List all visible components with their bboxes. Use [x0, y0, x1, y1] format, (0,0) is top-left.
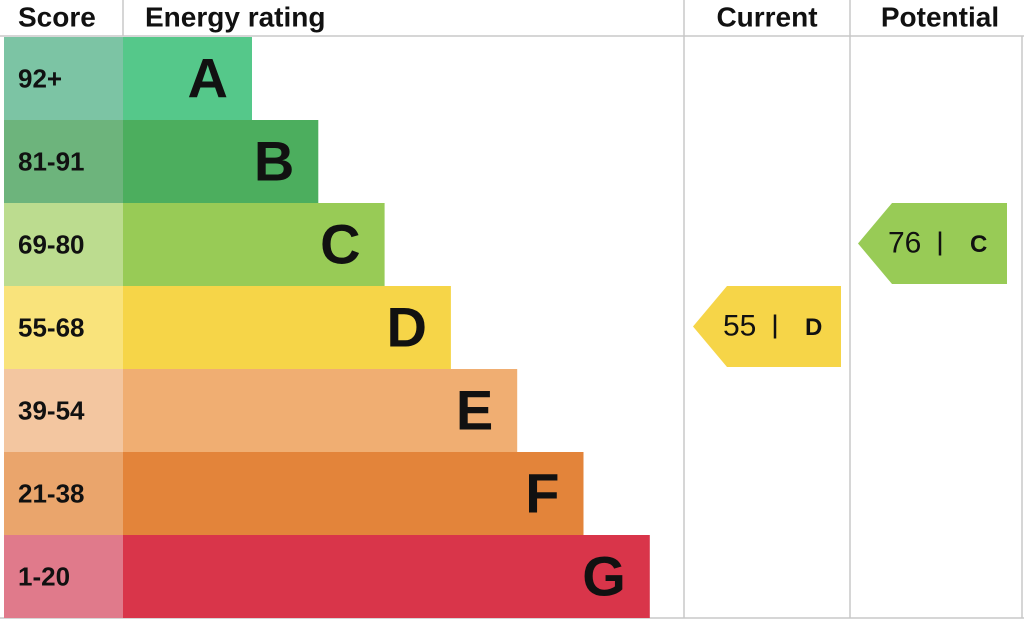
rating-letter: D [805, 314, 822, 341]
rating-letter: C [970, 231, 987, 258]
score-range: 81-91 [18, 146, 85, 176]
rating-bar [123, 120, 319, 203]
header: Potential [881, 1, 999, 32]
band-letter: D [386, 295, 426, 358]
band-letter: B [254, 129, 294, 192]
rating-value: 76 [888, 226, 921, 259]
score-range: 1-20 [18, 561, 70, 591]
score-range: 39-54 [18, 395, 85, 425]
score-cell [4, 452, 123, 535]
score-range: 69-80 [18, 229, 85, 259]
rating-bar [123, 452, 584, 535]
rating-arrow [693, 286, 841, 367]
score-cell [4, 120, 123, 203]
band-letter: A [188, 46, 228, 109]
rating-bar [123, 37, 252, 120]
band-letter: G [582, 544, 626, 607]
score-cell [4, 535, 123, 618]
header: Current [716, 1, 817, 32]
score-cell [4, 369, 123, 452]
header: Score [18, 1, 96, 32]
rating-bar [123, 286, 451, 369]
score-cell [4, 286, 123, 369]
score-cell [4, 37, 123, 120]
score-cell [4, 203, 123, 286]
header: Energy rating [145, 1, 325, 32]
band-letter: F [525, 461, 559, 524]
band-letter: C [320, 212, 360, 275]
score-range: 55-68 [18, 312, 85, 342]
rating-arrow [858, 203, 1007, 284]
rating-bar [123, 535, 650, 618]
score-range: 92+ [18, 63, 62, 93]
score-range: 21-38 [18, 478, 85, 508]
band-letter: E [456, 378, 493, 441]
rating-bar [123, 369, 518, 452]
rating-value: 55 [723, 309, 756, 342]
rating-bar [123, 203, 385, 286]
